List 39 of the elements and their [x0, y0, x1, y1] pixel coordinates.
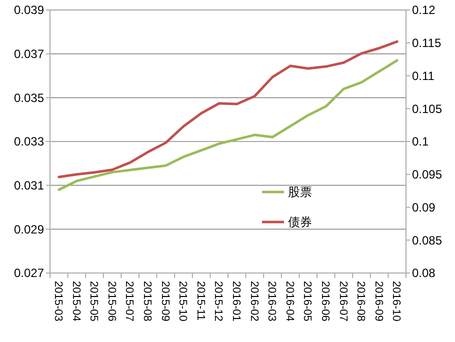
x-tick-label: 2015-04 [70, 281, 82, 322]
x-tick-label: 2016-04 [283, 281, 296, 322]
y-tick-label: 0.035 [14, 90, 44, 105]
x-tick-label: 2015-03 [52, 281, 64, 322]
y-tick-label: 0.027 [14, 266, 44, 280]
x-tick-label: 2016-06 [319, 281, 332, 322]
y2-tick-label: 0.105 [412, 102, 442, 116]
x-tick-label: 2015-09 [158, 281, 171, 322]
y2-tick-label: 0.085 [412, 233, 442, 248]
x-tick-label: 2016-01 [230, 281, 242, 322]
x-tick-label: 2016-05 [301, 281, 314, 322]
x-tick-label: 2015-11 [194, 281, 206, 321]
x-tick-label: 2015-08 [141, 281, 154, 322]
x-tick-label: 2016-09 [372, 281, 384, 322]
y-tick-label: 0.031 [14, 178, 44, 193]
y2-tick-label: 0.095 [412, 168, 442, 182]
y2-tick-label: 0.08 [412, 266, 436, 280]
y2-tick-label: 0.09 [412, 200, 436, 214]
legend-label: 股票 [288, 185, 312, 200]
line-series [58, 40, 398, 178]
x-tick-label: 2016-07 [336, 281, 349, 322]
x-tick-label: 2015-12 [212, 281, 224, 322]
legend-label: 债券 [288, 215, 312, 230]
y2-tick-label: 0.11 [412, 68, 435, 83]
y-tick-label: 0.037 [14, 47, 44, 62]
x-tick-label: 2015-05 [88, 281, 100, 322]
y-tick-label: 0.039 [14, 3, 44, 18]
x-tick-label: 2015-07 [123, 281, 136, 322]
y2-tick-label: 0.12 [412, 3, 436, 18]
x-tick-label: 2016-02 [248, 281, 260, 322]
x-tick-label: 2016-08 [354, 281, 367, 322]
y2-tick-label: 0.115 [412, 36, 442, 50]
x-tick-label: 2015-10 [176, 281, 189, 322]
y-tick-label: 0.029 [14, 222, 44, 236]
y-tick-label: 0.033 [14, 134, 44, 149]
x-tick-label: 2016-10 [390, 281, 402, 322]
x-tick-label: 2016-03 [266, 281, 278, 322]
y2-tick-label: 0.1 [412, 134, 430, 149]
x-tick-label: 2015-06 [105, 281, 118, 322]
